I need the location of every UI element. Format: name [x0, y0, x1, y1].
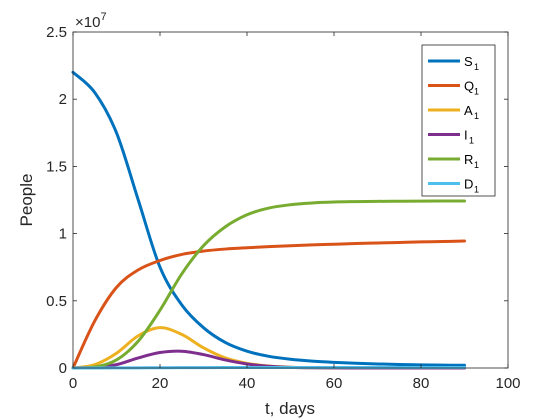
y-tick-label: 2	[59, 91, 67, 108]
legend-entry-subscript: 1	[469, 136, 474, 146]
plot-box	[72, 31, 509, 369]
legend-entry-subscript: 1	[474, 160, 479, 170]
y-exponent-power: 7	[100, 11, 106, 23]
legend-entry-subscript: 1	[474, 111, 479, 121]
y-tick-label: 2.5	[46, 24, 67, 41]
series-line-s	[71, 70, 466, 367]
legend-box	[421, 44, 496, 197]
x-tick-label: 20	[152, 375, 169, 392]
x-tick-label: 40	[239, 375, 256, 392]
x-tick-label: 0	[69, 375, 77, 392]
legend-entry-s: S	[464, 54, 473, 69]
x-tick-label: 100	[495, 375, 520, 392]
legend-entry-subscript: 1	[474, 62, 479, 72]
legend-entry-r: R	[464, 152, 473, 167]
legend-entry-subscript: 1	[474, 185, 479, 195]
series-layer	[71, 70, 466, 370]
legend-entry-subscript: 1	[474, 87, 479, 97]
series-line-q	[71, 239, 466, 370]
x-tick-label: 60	[326, 375, 343, 392]
y-tick-label: 0	[59, 360, 67, 377]
legend-entry-a: A	[464, 103, 473, 118]
y-exponent-label: ×107	[75, 11, 107, 31]
legend-entry-d: D	[464, 177, 473, 192]
y-tick-label: 1.5	[46, 158, 67, 175]
x-axis-label: t, days	[265, 399, 315, 418]
y-axis-label: People	[17, 174, 36, 227]
legend-entry-q: Q	[464, 79, 474, 94]
tick-layer: 0 20 40 60 80 100 0 0.5 1 1.5 2 2.5	[46, 24, 520, 392]
y-tick-label: 0.5	[46, 293, 67, 310]
y-tick-label: 1	[59, 226, 67, 243]
series-line-r	[71, 199, 466, 370]
legend: S 1Q 1A 1I 1R 1D 1	[421, 44, 496, 197]
x-tick-label: 80	[413, 375, 430, 392]
legend-entry-i: I	[464, 128, 468, 143]
